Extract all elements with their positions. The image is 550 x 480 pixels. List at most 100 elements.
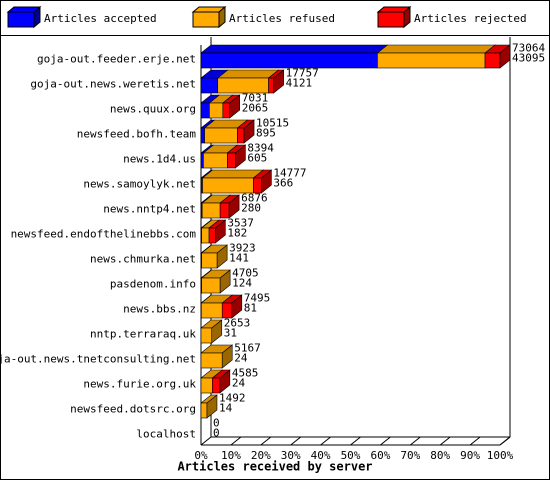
x-tick — [320, 436, 331, 446]
x-tick — [200, 436, 212, 446]
bar — [200, 302, 223, 319]
bar-side — [261, 169, 272, 194]
x-tick-label: 60% — [370, 449, 390, 462]
bar — [268, 77, 274, 94]
bar-side — [221, 344, 233, 369]
bar — [208, 227, 216, 244]
y-tick-label: news.bbs.nz — [123, 303, 196, 316]
x-axis-title: Articles received by server — [177, 460, 372, 474]
bar-top — [201, 169, 265, 179]
y-tick-label: news.1d4.us — [123, 153, 196, 166]
accepted-label: 366 — [273, 177, 293, 190]
accepted-label: 605 — [247, 152, 267, 165]
accepted-label: 0 — [213, 427, 220, 440]
bar-side — [216, 244, 228, 269]
accepted-label: 14 — [219, 402, 233, 415]
bar — [227, 152, 236, 169]
accepted-label: 895 — [256, 127, 276, 140]
legend-swatch — [7, 11, 35, 28]
x-tick — [230, 436, 242, 446]
accepted-label: 81 — [244, 302, 257, 315]
y-tick-label: newsfeed.dotsrc.org — [70, 403, 196, 416]
x-tick — [499, 436, 511, 446]
bar-side — [211, 319, 223, 344]
accepted-label: 2065 — [242, 102, 268, 115]
legend-label: Articles accepted — [44, 12, 157, 25]
x-tick-label: 70% — [400, 449, 420, 462]
accepted-label: 31 — [224, 327, 237, 340]
bar — [203, 152, 228, 169]
bar — [222, 102, 231, 119]
total-label: 4705 — [232, 267, 258, 280]
total-label: 10515 — [256, 117, 289, 130]
bar — [201, 227, 210, 244]
x-tick-label: 40% — [311, 449, 331, 462]
bar — [200, 152, 204, 169]
bar-side — [228, 194, 240, 219]
y-tick-label: newsfeed.endofthelinebbs.com — [11, 228, 197, 241]
total-label: 17757 — [286, 67, 319, 80]
y-tick-label: goja-out.feeder.erje.net — [37, 53, 196, 66]
accepted-label: 24 — [232, 377, 246, 390]
total-label: 5167 — [234, 342, 261, 355]
bar-top — [216, 69, 280, 79]
x-tick-label: 50% — [341, 449, 361, 462]
legend-label: Articles rejected — [414, 12, 527, 25]
accepted-label: 24 — [234, 352, 248, 365]
bar — [201, 252, 218, 269]
bar-side — [215, 219, 226, 244]
bar-side — [219, 269, 231, 294]
y-tick-label: news.nntp4.net — [103, 203, 196, 216]
x-tick-label: 20% — [251, 449, 271, 462]
bar — [200, 377, 213, 394]
bar — [200, 77, 219, 94]
x-tick-label: 30% — [281, 449, 301, 462]
y-tick-label: goja-out.news.weretis.net — [30, 78, 196, 91]
legend-swatch — [192, 11, 220, 28]
legend-swatch — [377, 11, 405, 28]
total-label: 7495 — [244, 292, 271, 305]
accepted-label: 124 — [232, 277, 252, 290]
y-tick-label: nntp.terraraq.uk — [90, 328, 196, 341]
bar — [200, 102, 210, 119]
bar-top — [376, 44, 496, 54]
bar-side — [273, 69, 284, 94]
bar — [201, 202, 221, 219]
bar — [484, 52, 501, 69]
total-label: 8394 — [247, 142, 274, 155]
x-tick-label: 80% — [430, 449, 450, 462]
bar — [201, 277, 221, 294]
bar-side — [499, 44, 511, 69]
bar-side — [219, 369, 231, 394]
y-tick-label: localhost — [136, 428, 196, 441]
accepted-label: 182 — [227, 227, 247, 240]
y-tick-label: news.samoylyk.net — [83, 178, 196, 191]
bar-side — [235, 144, 246, 169]
x-tick-label: 0% — [194, 449, 208, 462]
x-tick — [290, 436, 302, 446]
accepted-label: 4121 — [286, 77, 313, 90]
x-tick-label: 10% — [221, 449, 241, 462]
total-label: 3923 — [229, 242, 256, 255]
bar-side — [206, 394, 218, 419]
bar — [200, 327, 213, 344]
x-tick — [260, 436, 272, 446]
bar — [200, 352, 223, 369]
total-label: 3537 — [227, 217, 254, 230]
x-tick — [350, 436, 361, 446]
y-tick-label: pasdenom.info — [110, 278, 196, 291]
total-label: 14777 — [273, 167, 306, 180]
x-tick — [469, 436, 481, 446]
legend-label: Articles refused — [229, 12, 335, 25]
bar — [377, 52, 486, 69]
y-tick-label: news.furie.org.uk — [83, 378, 196, 391]
bar-side — [243, 119, 255, 144]
x-tick-label: 100% — [487, 449, 514, 462]
total-label: 2653 — [224, 317, 251, 330]
accepted-label: 141 — [229, 252, 249, 265]
accepted-label: 280 — [241, 202, 261, 215]
bar — [209, 102, 224, 119]
x-tick-label: 90% — [460, 449, 480, 462]
x-tick — [409, 436, 421, 446]
